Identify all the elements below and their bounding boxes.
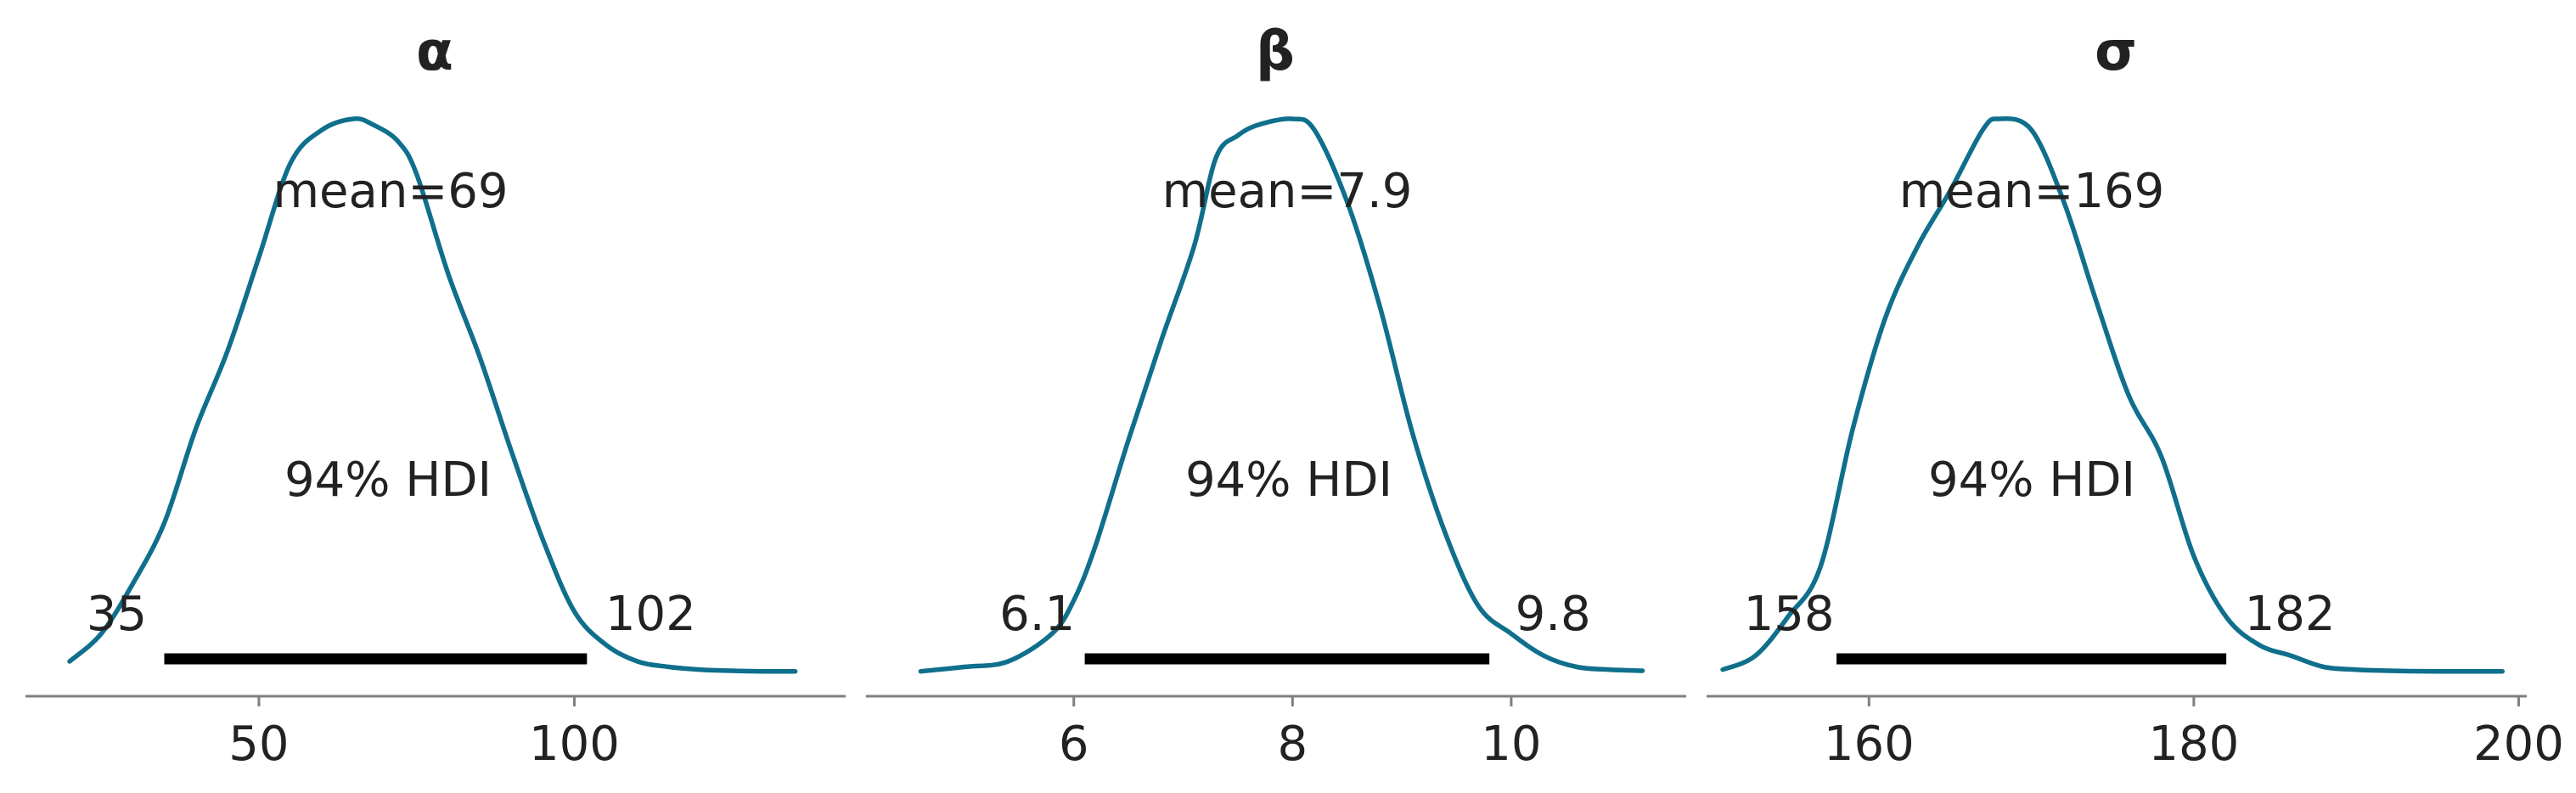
- x-tick-label: 8: [1277, 717, 1308, 772]
- x-axis-ticks: 50 100: [228, 696, 620, 772]
- panel-title: β: [1256, 20, 1295, 83]
- x-tick-label: 180: [2148, 717, 2239, 772]
- posterior-panel-beta: β mean=7.9 94% HDI 6.1 9.8 6 8 10: [866, 20, 1686, 772]
- posterior-panel-sigma: σ mean=169 94% HDI 158 182 160 180 200: [1707, 20, 2564, 772]
- hdi-label: 94% HDI: [284, 453, 492, 508]
- mean-label: mean=69: [273, 164, 509, 219]
- x-tick-label: 10: [1481, 717, 1541, 772]
- x-tick-label: 50: [228, 717, 289, 772]
- x-tick-label: 160: [1824, 717, 1915, 772]
- hdi-low-label: 6.1: [999, 587, 1075, 642]
- mean-label: mean=169: [1899, 164, 2165, 219]
- posterior-panel-alpha: α mean=69 94% HDI 35 102 50 100: [25, 20, 846, 772]
- hdi-high-label: 9.8: [1516, 587, 1591, 642]
- panel-title: σ: [2095, 20, 2137, 83]
- hdi-low-label: 35: [87, 587, 147, 642]
- density-curve: [67, 116, 798, 674]
- mean-label: mean=7.9: [1162, 164, 1413, 219]
- hdi-label: 94% HDI: [1928, 453, 2135, 508]
- density-curve: [918, 116, 1645, 674]
- hdi-label: 94% HDI: [1185, 453, 1392, 508]
- hdi-high-label: 182: [2245, 587, 2336, 642]
- x-axis-ticks: 6 8 10: [1059, 696, 1542, 772]
- x-tick-label: 6: [1059, 717, 1089, 772]
- x-axis-ticks: 160 180 200: [1824, 696, 2564, 772]
- hdi-high-label: 102: [605, 587, 696, 642]
- x-tick-label: 200: [2473, 717, 2564, 772]
- hdi-low-label: 158: [1744, 587, 1835, 642]
- density-curve: [1720, 115, 2506, 674]
- panel-title: α: [416, 20, 453, 83]
- x-tick-label: 100: [529, 717, 620, 772]
